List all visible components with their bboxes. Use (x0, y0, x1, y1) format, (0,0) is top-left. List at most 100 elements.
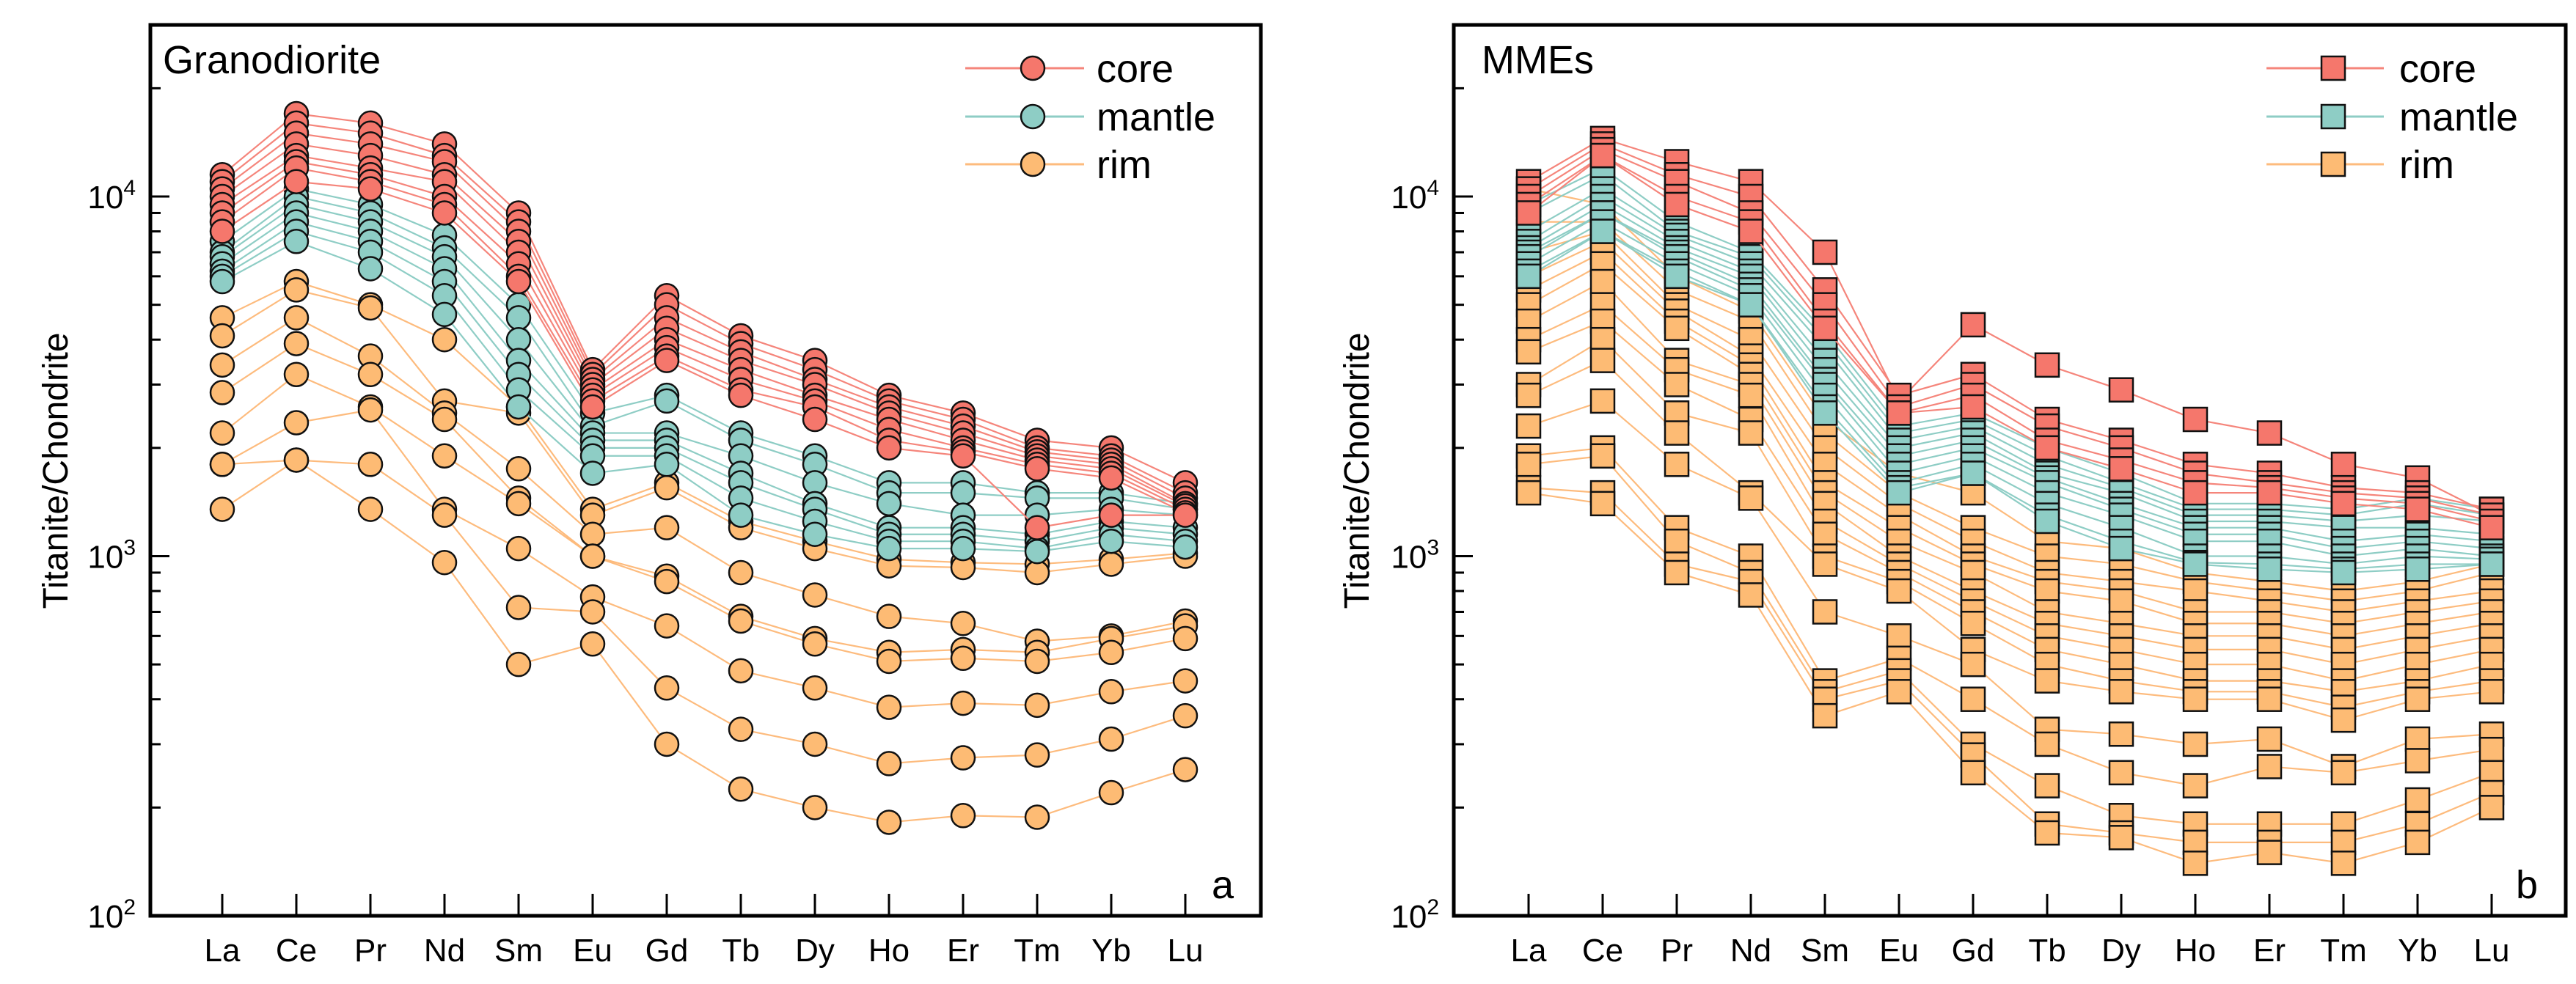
rim-point-8-lu (1172, 757, 1199, 782)
core-point-8-gd (654, 348, 680, 373)
rim-point-8-ho (876, 809, 902, 835)
rim-point-6-pr (1664, 315, 1690, 342)
x-tick-label-tm: Tm (2320, 933, 2367, 969)
mantle-point-7-pr (357, 256, 384, 282)
x-tick-label-gd: Gd (645, 933, 689, 969)
x-tick-label-nd: Nd (1730, 933, 1771, 969)
y-tick-label: 103 (1391, 536, 1439, 576)
mantle-point-7-tm (1024, 538, 1050, 565)
rim-point-6-ce (283, 410, 310, 436)
legend-label-mantle: mantle (1097, 95, 1215, 139)
rim-point-14-tb (2034, 773, 2060, 798)
rim-point-5-tm (1024, 648, 1050, 675)
core-point-8-lu (1172, 502, 1199, 528)
rim-point-11-er (2256, 686, 2283, 712)
core-point-8-sm (505, 268, 532, 295)
rim-point-3-eu (579, 521, 606, 547)
rim-point-6-tm (1024, 692, 1050, 719)
rim-point-6-yb (1098, 679, 1124, 705)
rim-point-16-ho (2182, 851, 2209, 876)
rim-point-7-gd (654, 675, 680, 701)
rim-point-5-eu (579, 543, 606, 569)
rim-point-3-la (209, 352, 235, 378)
core-point-1-er (2256, 420, 2283, 446)
core-point-7-tm (1024, 456, 1050, 482)
rim-point-8-yb (1098, 779, 1124, 806)
rim-point-9-sm (1812, 521, 1838, 547)
rim-point-7-lu (1172, 702, 1199, 729)
rim-point-5-sm (505, 491, 532, 517)
rim-point-5-er (950, 645, 976, 672)
rim-point-14-la (1515, 452, 1542, 477)
legend-marker-core (2320, 55, 2346, 81)
mantle-point-7-eu (579, 460, 606, 486)
legend-label-rim: rim (1097, 143, 1152, 187)
x-tick-label-lu: Lu (2474, 933, 2510, 969)
rim-point-13-yb (2404, 748, 2431, 774)
rim-point-7-la (209, 496, 235, 522)
core-point-1-ho (2182, 406, 2209, 433)
y-axis-title: Titanite/Chondrite (1338, 332, 1377, 609)
legend-label-core: core (2399, 47, 2476, 91)
mantle-point-7-ho (876, 535, 902, 562)
rim-point-5-ce (283, 361, 310, 387)
panel-mmes: Titanite/Chondrite MMEs b 102 103 104 La Ce P… (1338, 23, 2568, 969)
rim-point-12-gd (1960, 651, 1986, 678)
core-line-1 (222, 112, 1186, 484)
x-tick-label-ho: Ho (868, 933, 910, 969)
rim-point-12-yb (2404, 726, 2431, 752)
rim-point-16-la (1515, 480, 1542, 506)
x-tick-label-eu: Eu (1879, 933, 1919, 969)
mantle-point-10-gd (1960, 460, 1986, 486)
rim-point-5-nd (431, 443, 458, 469)
rim-point-11-ce (1589, 348, 1616, 373)
rim-point-12-pr (1664, 452, 1690, 477)
legend-marker-mantle (2320, 103, 2346, 130)
core-point-5-pr (1664, 191, 1690, 218)
mantle-point-7-tb (728, 502, 754, 528)
mantle-point-7-er (950, 535, 976, 562)
rim-point-15-tm (2330, 829, 2357, 856)
rim-point-11-sm (1812, 551, 1838, 577)
core-line-2 (222, 122, 1186, 494)
x-tick-label-pr: Pr (1661, 933, 1693, 969)
rim-point-5-tb (2034, 578, 2060, 604)
rim-point-8-ce (283, 447, 310, 473)
rim-point-5-gd (654, 568, 680, 595)
panel-title: Granodiorite (163, 38, 381, 82)
series-group-core (1515, 125, 2505, 540)
rim-point-6-tb (728, 658, 754, 684)
rim-point-14-pr (1664, 528, 1690, 554)
rim-point-7-tm (1024, 742, 1050, 768)
rim-point-13-dy (2108, 760, 2134, 786)
core-point-5-nd (1738, 219, 1764, 244)
rim-point-8-pr (357, 496, 384, 522)
rim-point-5-ho (876, 648, 902, 675)
rim-point-16-sm (1812, 702, 1838, 729)
core-point-8-tm (1024, 515, 1050, 540)
core-point-1-dy (2108, 377, 2134, 403)
core-point-8-dy (802, 406, 828, 433)
rim-point-5-la (209, 420, 235, 446)
rim-point-3-sm (505, 456, 532, 482)
mantle-point-7-nd (431, 301, 458, 328)
mantle-point-10-nd (1738, 292, 1764, 317)
core-point-5-er (2256, 480, 2283, 506)
rim-point-11-eu (1886, 578, 1912, 604)
rim-point-5-yb (1098, 639, 1124, 666)
core-point-8-er (950, 443, 976, 469)
x-tick-label-ce: Ce (276, 933, 317, 969)
rim-point-12-ce (1589, 388, 1616, 414)
rim-point-2-ce (283, 277, 310, 303)
rim-point-12-eu (1886, 623, 1912, 649)
core-point-1-tm (2330, 452, 2357, 477)
rim-point-11-pr (1664, 420, 1690, 446)
x-tick-label-tm: Tm (1014, 933, 1061, 969)
x-tick-label-yb: Yb (1091, 933, 1131, 969)
rim-point-4-la (209, 380, 235, 405)
rim-point-2-la (209, 323, 235, 349)
rim-point-7-nd (431, 502, 458, 528)
x-tick-label-sm: Sm (494, 933, 543, 969)
mantle-point-3-ho (876, 491, 902, 517)
